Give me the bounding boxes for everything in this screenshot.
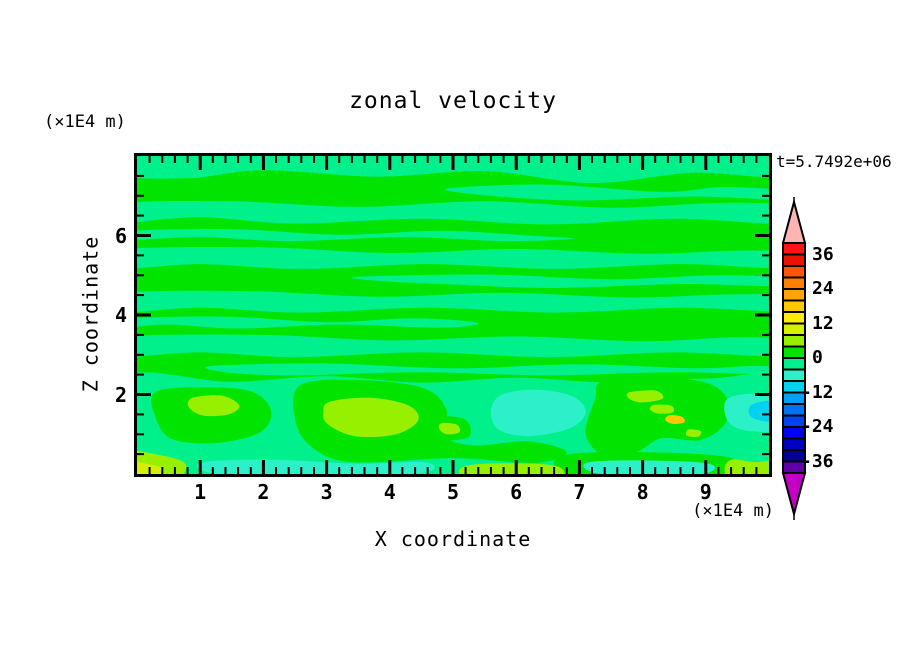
contour-region-chartreuse-spot-r2 bbox=[649, 404, 675, 414]
colorbar-cell bbox=[782, 242, 806, 256]
colorbar-tick-label: 36 bbox=[812, 243, 834, 265]
contour-field-svg bbox=[137, 156, 769, 474]
colorbar-tick-label: 0 bbox=[812, 347, 823, 368]
time-label: t=5.7492e+06 bbox=[776, 152, 892, 171]
contour-region-spring-streak-e bbox=[205, 363, 769, 376]
contour-region-chartreuse-core-a bbox=[187, 395, 240, 417]
contour-region-spring-streak-a bbox=[444, 184, 769, 201]
contour-region-chartreuse-core-b bbox=[323, 397, 419, 438]
contour-region-spring-band-c bbox=[137, 247, 769, 269]
plot-area bbox=[134, 153, 772, 477]
x-axis-title: X coordinate bbox=[374, 527, 532, 551]
colorbar-cell bbox=[782, 299, 806, 313]
colorbar-tick-label: -24 bbox=[801, 416, 834, 437]
contour-region-chartreuse-bottom-mid bbox=[458, 463, 565, 474]
z-tick-label: 6 bbox=[114, 223, 127, 248]
contour-region-turquoise-streak-bottom-right bbox=[583, 460, 716, 474]
contour-region-green-blob-c bbox=[585, 376, 730, 458]
colorbar-cell bbox=[782, 345, 806, 359]
x-axis-unit-label: (×1E4 m) bbox=[692, 501, 774, 521]
colorbar-cell bbox=[782, 253, 806, 267]
colorbar-tick-label: 12 bbox=[812, 312, 834, 334]
y-axis-unit-label: (×1E4 m) bbox=[44, 112, 126, 132]
colorbar-cell bbox=[782, 357, 806, 371]
page-title: zonal velocity bbox=[349, 88, 557, 114]
colorbar-cell bbox=[782, 276, 806, 290]
z-tick-label: 2 bbox=[114, 382, 127, 407]
contour-region-chartreuse-bottom-right bbox=[724, 459, 769, 474]
colorbar-tick-label: -12 bbox=[801, 381, 834, 403]
contour-region-turquoise-patch-mid bbox=[490, 389, 586, 437]
colorbar-over-arrow bbox=[781, 198, 807, 244]
x-tick-label: 9 bbox=[699, 480, 712, 504]
x-tick-label: 7 bbox=[573, 480, 586, 504]
colorbar-cell bbox=[782, 403, 806, 417]
colorbar-cell bbox=[782, 322, 806, 336]
colorbar-cell bbox=[782, 265, 806, 279]
colorbar bbox=[781, 197, 807, 520]
contour-region-spring-band-b bbox=[137, 200, 769, 225]
colorbar-labels: 36 24 12 0 -12 -24 -36 bbox=[801, 196, 882, 526]
colorbar-cell bbox=[782, 334, 806, 348]
contour-region-chartreuse-spot-left bbox=[438, 422, 461, 435]
contour-region-spring-streak-d bbox=[137, 316, 479, 329]
colorbar-cell bbox=[782, 311, 806, 325]
contour-region-spring-band-d bbox=[137, 290, 769, 313]
z-tick-label: 4 bbox=[114, 303, 127, 327]
contour-region-spring-streak-c bbox=[351, 274, 769, 288]
colorbar-cell bbox=[782, 288, 806, 302]
x-tick-label: 3 bbox=[320, 480, 333, 504]
contour-region-amber-dot-right bbox=[665, 415, 685, 425]
contour-region-spring-band-e bbox=[137, 334, 769, 358]
colorbar-tick-label: 24 bbox=[812, 278, 834, 299]
x-tick-label: 4 bbox=[383, 480, 396, 504]
contour-region-turquoise-streak-bottom-left bbox=[196, 459, 435, 474]
colorbar-cell bbox=[782, 368, 806, 382]
x-tick-label: 2 bbox=[257, 480, 270, 504]
contour-region-cyan-core-right bbox=[748, 400, 769, 422]
x-tick-label: 6 bbox=[510, 480, 523, 504]
colorbar-tick-label: -36 bbox=[801, 450, 834, 472]
colorbar-under-arrow bbox=[781, 472, 807, 518]
x-tick-label: 5 bbox=[446, 480, 460, 504]
contour-region-spring-streak-b bbox=[137, 228, 574, 242]
contour-region-chartreuse-spot-r1 bbox=[626, 390, 664, 403]
x-tick-label: 1 bbox=[194, 480, 207, 504]
x-tick-label: 8 bbox=[636, 480, 649, 504]
contour-region-chartreuse-spot-r3 bbox=[685, 429, 702, 438]
colorbar-cell bbox=[782, 437, 806, 451]
